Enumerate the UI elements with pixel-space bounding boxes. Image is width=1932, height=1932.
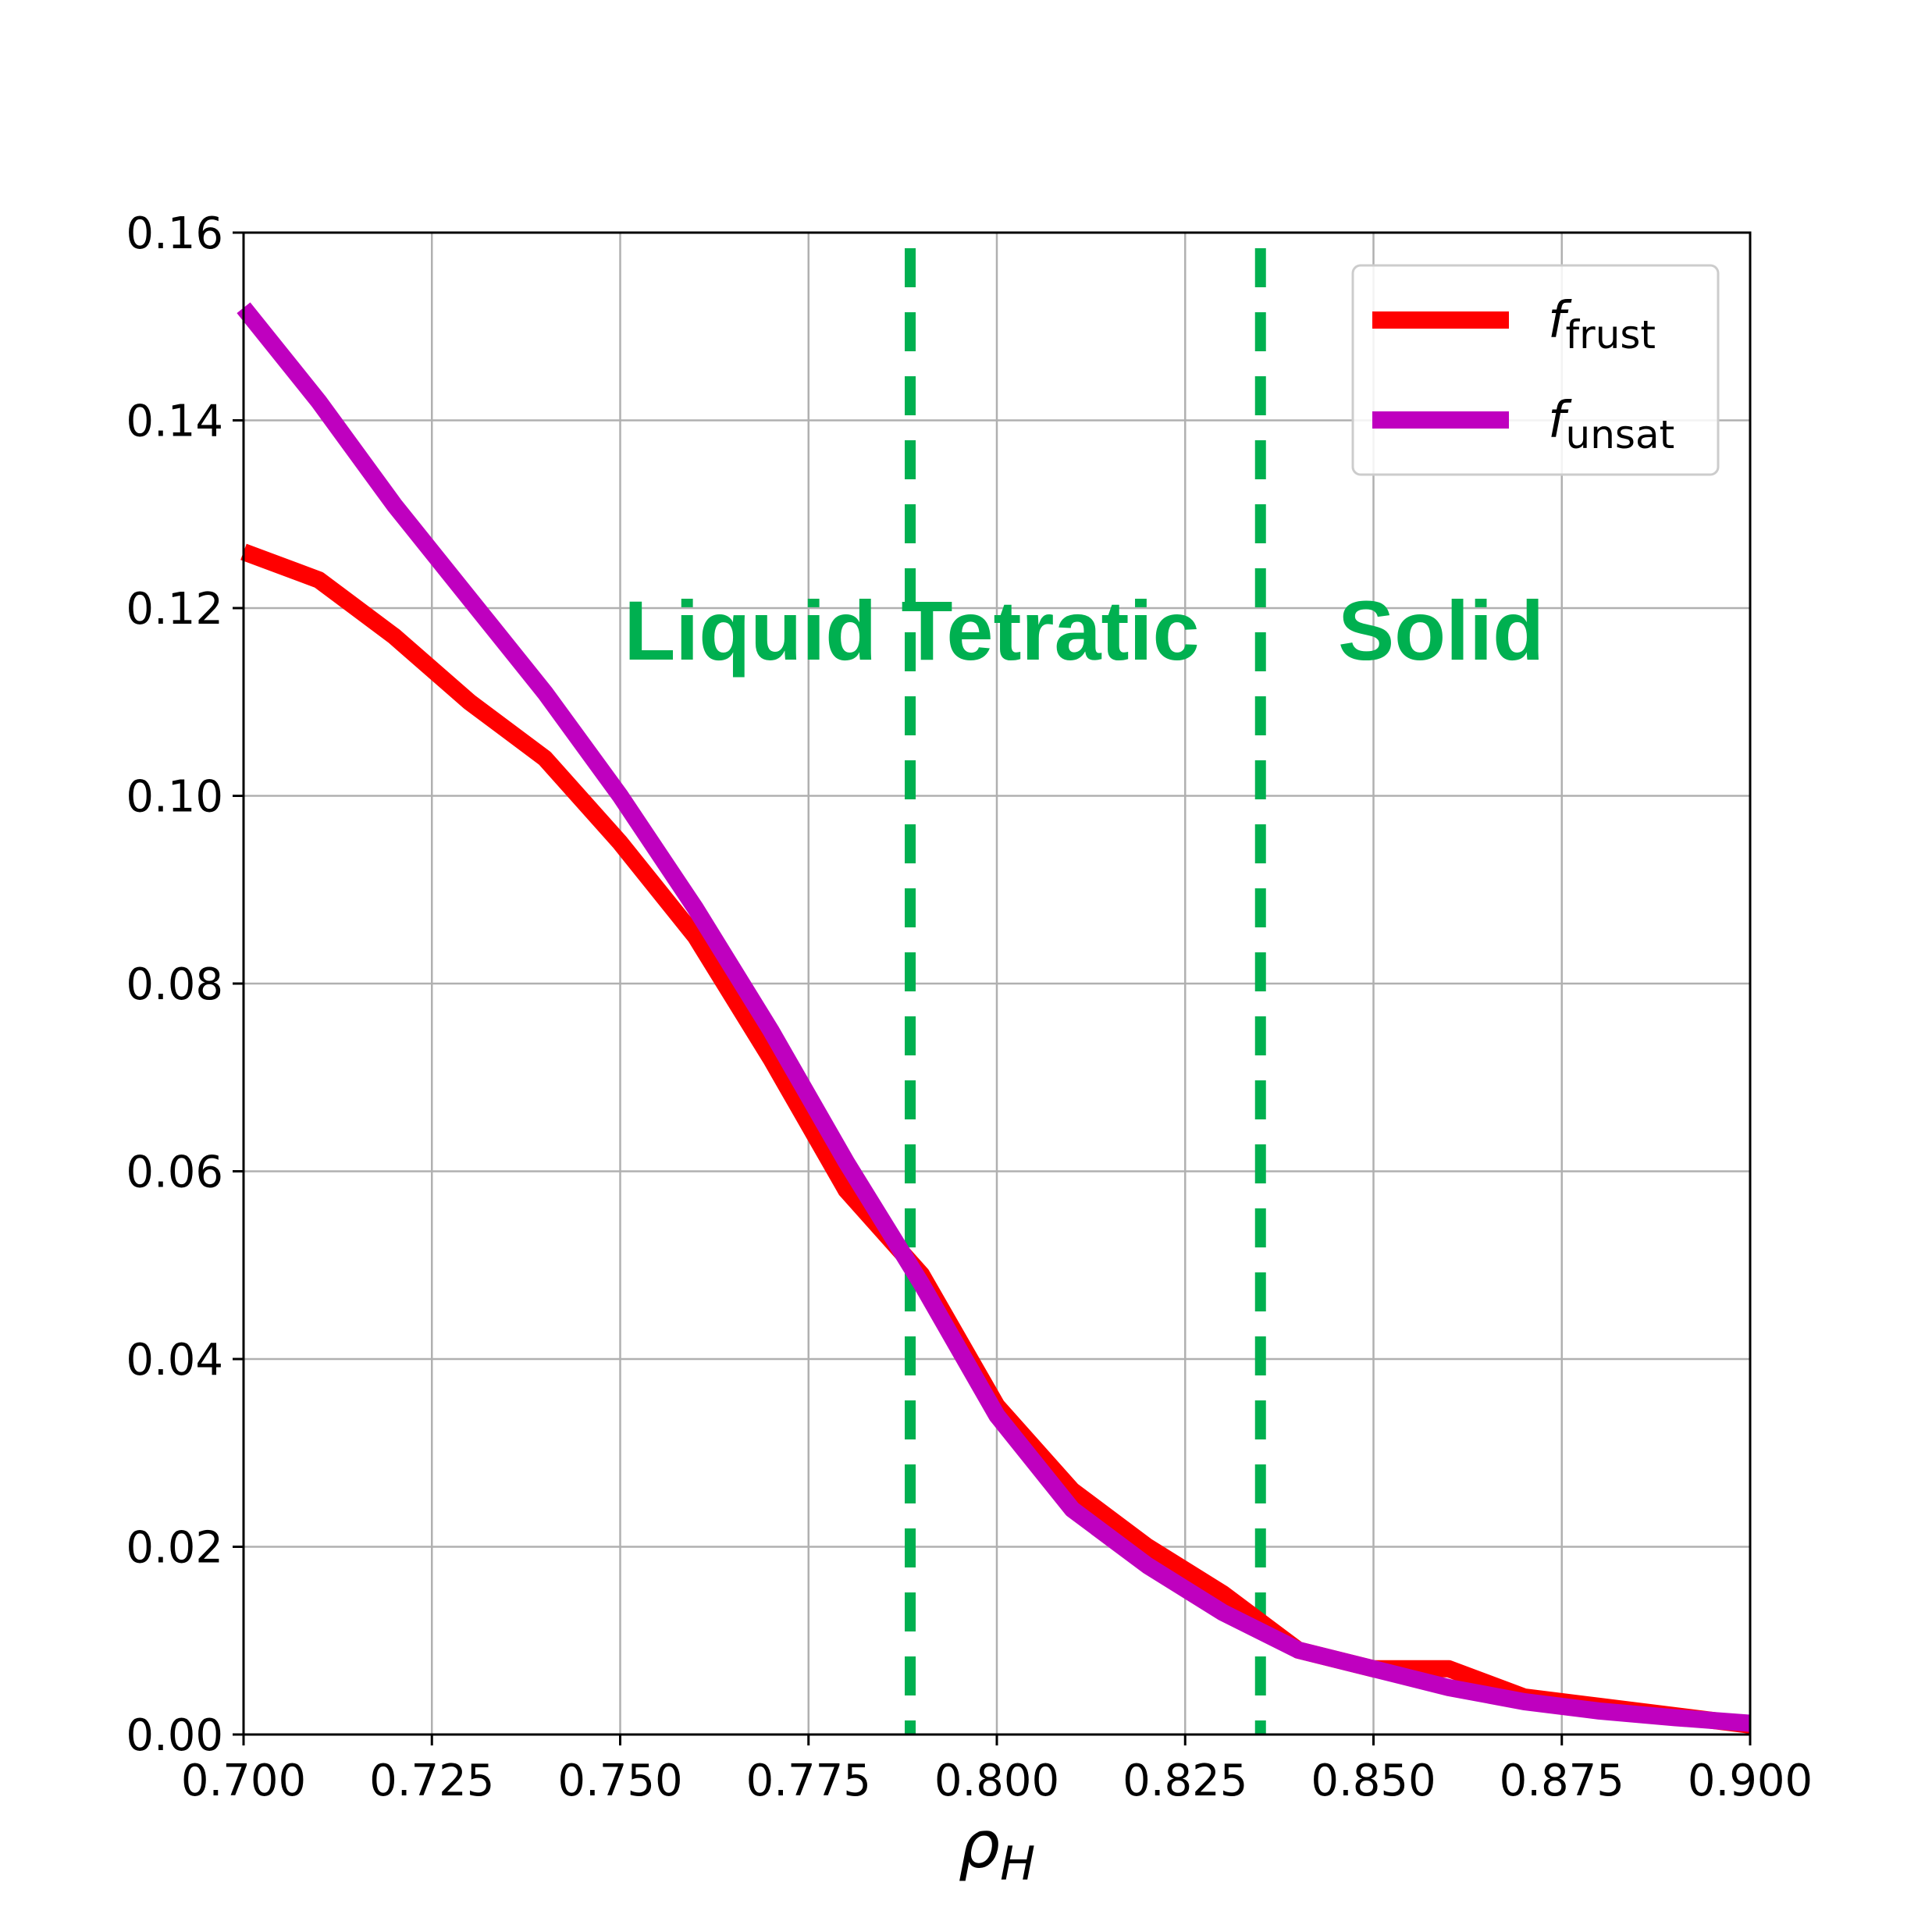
y-tick-label: 0.00 xyxy=(126,1710,223,1761)
y-tick-label: 0.08 xyxy=(126,959,223,1010)
x-tick-label: 0.900 xyxy=(1688,1756,1813,1806)
ticks: 0.700 0.725 0.750 0.775 0.800 0.825 0.850 0.875… xyxy=(126,208,1813,1806)
x-tick-label: 0.775 xyxy=(746,1756,871,1806)
x-tick-label: 0.725 xyxy=(369,1756,494,1806)
x-tick-label: 0.850 xyxy=(1311,1756,1436,1806)
y-tick-label: 0.04 xyxy=(126,1335,223,1386)
x-tick-label: 0.750 xyxy=(557,1756,682,1806)
legend-label-frust: ffrust xyxy=(1548,292,1656,358)
x-axis-label-main: ρ xyxy=(959,1806,1000,1883)
y-tick-label: 0.06 xyxy=(126,1147,223,1198)
y-tick-label: 0.02 xyxy=(126,1523,223,1574)
x-axis-label: ρH xyxy=(959,1806,1035,1891)
region-labels: Liquid Tetratic Solid xyxy=(624,583,1544,678)
legend-label-unsat: funsat xyxy=(1548,392,1674,457)
phase-boundaries xyxy=(905,248,1266,1735)
x-tick-label: 0.800 xyxy=(934,1756,1059,1806)
y-tick-label: 0.12 xyxy=(126,584,223,635)
region-label-tetratic: Tetratic xyxy=(901,583,1199,678)
x-tick-label: 0.825 xyxy=(1123,1756,1247,1806)
x-tick-label: 0.875 xyxy=(1500,1756,1624,1806)
y-tick-label: 0.16 xyxy=(126,208,223,259)
region-label-liquid: Liquid xyxy=(624,583,877,678)
x-axis-label-sub: H xyxy=(1000,1837,1035,1891)
series-lines xyxy=(237,302,1752,1734)
series-line-unsat xyxy=(237,302,1751,1732)
y-tick-label: 0.10 xyxy=(126,772,223,823)
legend: ffrust funsat xyxy=(1351,264,1720,476)
y-tick-label: 0.14 xyxy=(126,397,223,447)
region-label-solid: Solid xyxy=(1338,583,1544,678)
x-tick-label: 0.700 xyxy=(181,1756,306,1806)
